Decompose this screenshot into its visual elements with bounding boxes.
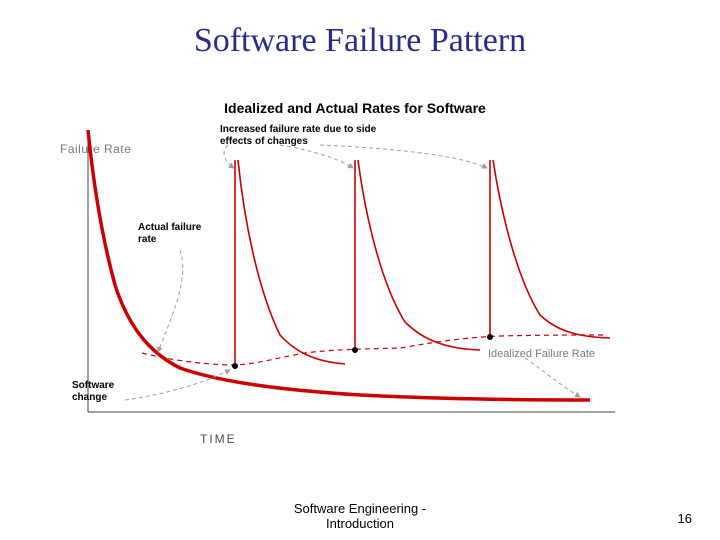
slide-title: Software Failure Pattern	[0, 22, 720, 60]
spike-2-down	[358, 160, 480, 350]
annot-change-l1: Software	[72, 380, 114, 391]
footer-l2: Introduction	[326, 516, 394, 531]
callout-arrow-2	[280, 145, 353, 168]
spike-3-down	[493, 160, 610, 338]
annot-increased: Increased failure rate due to side effec…	[220, 124, 376, 147]
chart-area: Idealized and Actual Rates for Software …	[70, 100, 640, 470]
annot-increased-l1: Increased failure rate due to side	[220, 124, 376, 135]
annot-change-l2: change	[72, 392, 107, 403]
callout-actual	[158, 250, 183, 352]
annot-idealized: Idealized Failure Rate	[488, 348, 595, 361]
annot-actual: Actual failure rate	[138, 222, 201, 245]
spike-1-down	[238, 160, 345, 364]
annot-actual-l2: rate	[138, 234, 156, 245]
page-number: 16	[678, 511, 692, 526]
annot-change: Software change	[72, 380, 114, 403]
callout-arrow-1	[224, 145, 234, 168]
x-axis-label: TIME	[200, 432, 237, 446]
spike-2-dot	[352, 347, 358, 353]
callout-change	[125, 370, 230, 400]
spike-3-dot	[487, 334, 493, 340]
annot-idealized-text: Idealized Failure Rate	[488, 348, 595, 360]
spike-1-dot	[232, 363, 238, 369]
callout-idealized	[525, 358, 580, 397]
chart-svg	[70, 100, 640, 470]
footer-text: Software Engineering - Introduction	[0, 502, 720, 532]
annot-actual-l1: Actual failure	[138, 222, 201, 233]
footer-l1: Software Engineering -	[294, 501, 426, 516]
callout-arrow-3	[320, 145, 487, 168]
annot-increased-l2: effects of changes	[220, 136, 308, 147]
